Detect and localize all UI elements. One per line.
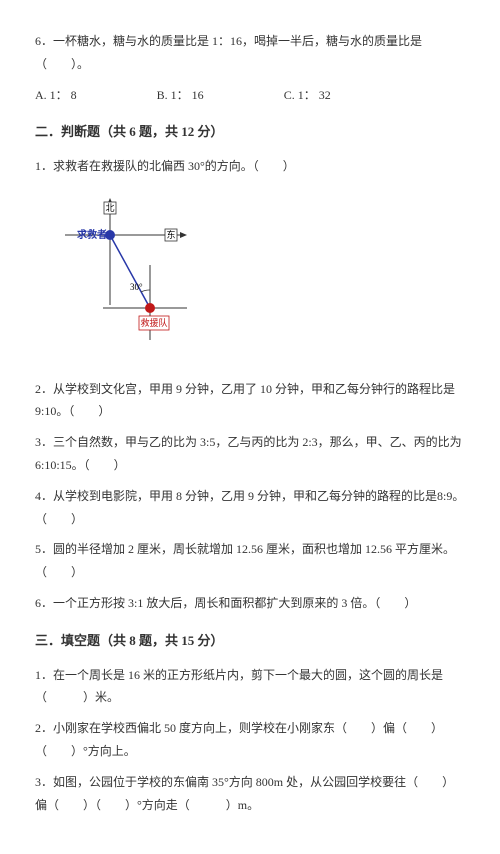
q6-opt-a: A. 1： 8 — [35, 84, 77, 107]
question-6: 6．一杯糖水，糖与水的质量比是 1：16，喝掉一半后，糖与水的质量比是（ ）。 — [35, 30, 465, 76]
angle-label: 30° — [130, 282, 143, 292]
section-2-title: 二．判断题（共 6 题，共 12 分） — [35, 120, 465, 145]
s2-q1: 1．求救者在救援队的北偏西 30°的方向。（ ） — [35, 155, 465, 178]
s2-q3: 3．三个自然数，甲与乙的比为 3:5，乙与丙的比为 2:3，那么，甲、乙、丙的比… — [35, 431, 465, 477]
diagram: 北 东 30° 求救者 救援队 — [55, 190, 465, 358]
q6-options: A. 1： 8 B. 1： 16 C. 1： 32 — [35, 84, 465, 107]
q6-text: 6．一杯糖水，糖与水的质量比是 1：16，喝掉一半后，糖与水的质量比是（ ）。 — [35, 34, 422, 71]
north-label: 北 — [105, 203, 114, 213]
s2-q4: 4．从学校到电影院，甲用 8 分钟，乙用 9 分钟，甲和乙每分钟的路程的比是8:… — [35, 485, 465, 531]
rescue-dot — [145, 303, 155, 313]
s3-q3: 3．如图，公园位于学校的东偏南 35°方向 800m 处，从公园回学校要往（ ）… — [35, 771, 465, 817]
seeker-label: 求救者 — [77, 228, 107, 241]
s3-q2: 2．小刚家在学校西偏北 50 度方向上，则学校在小刚家东（ ）偏（ ）（ ）°方… — [35, 717, 465, 763]
q6-opt-b: B. 1： 16 — [157, 84, 204, 107]
connection-line — [110, 235, 150, 308]
east-label: 东 — [166, 229, 175, 240]
s2-q2: 2．从学校到文化宫，甲用 9 分钟，乙用了 10 分钟，甲和乙每分钟行的路程比是… — [35, 378, 465, 424]
s2-q6: 6．一个正方形按 3:1 放大后，周长和面积都扩大到原来的 3 倍。（ ） — [35, 592, 465, 615]
section-3-title: 三．填空题（共 8 题，共 15 分） — [35, 629, 465, 654]
q6-opt-c: C. 1： 32 — [284, 84, 331, 107]
s3-q1: 1．在一个周长是 16 米的正方形纸片内，剪下一个最大的圆，这个圆的周长是（ ）… — [35, 664, 465, 710]
rescue-label: 救援队 — [140, 317, 167, 328]
s2-q5: 5．圆的半径增加 2 厘米，周长就增加 12.56 厘米，面积也增加 12.56… — [35, 538, 465, 584]
